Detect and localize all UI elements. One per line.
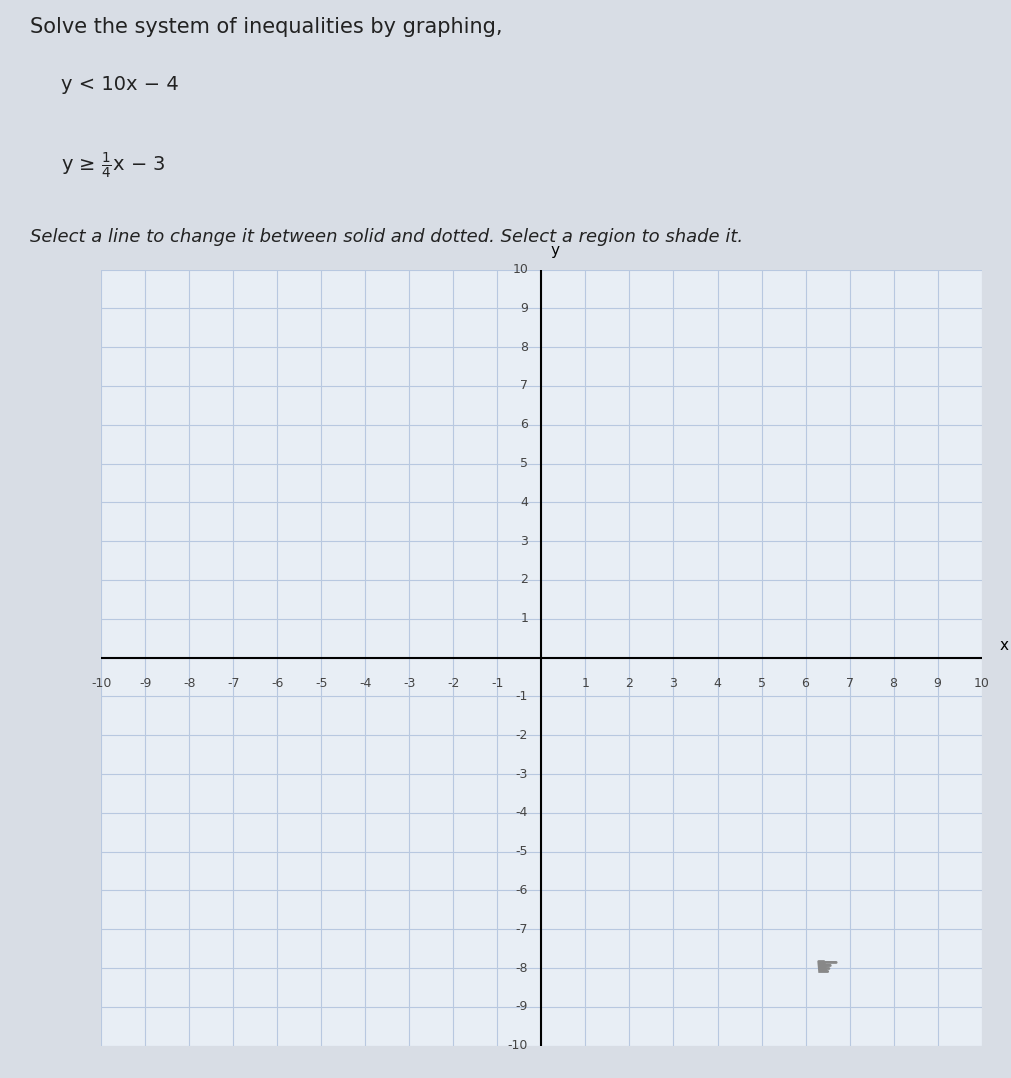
Text: -8: -8 bbox=[516, 962, 528, 975]
Text: 5: 5 bbox=[520, 457, 528, 470]
Text: -1: -1 bbox=[490, 677, 503, 690]
Text: -2: -2 bbox=[447, 677, 459, 690]
Text: -1: -1 bbox=[516, 690, 528, 703]
Text: 7: 7 bbox=[520, 379, 528, 392]
Text: 2: 2 bbox=[625, 677, 633, 690]
Text: 7: 7 bbox=[845, 677, 852, 690]
Text: ☛: ☛ bbox=[814, 954, 839, 982]
Text: -6: -6 bbox=[271, 677, 283, 690]
Text: 8: 8 bbox=[889, 677, 897, 690]
Text: 5: 5 bbox=[757, 677, 764, 690]
Text: -9: -9 bbox=[516, 1000, 528, 1013]
Text: -3: -3 bbox=[516, 768, 528, 780]
Text: -4: -4 bbox=[516, 806, 528, 819]
Text: -10: -10 bbox=[91, 677, 111, 690]
Text: 3: 3 bbox=[669, 677, 676, 690]
Text: 6: 6 bbox=[801, 677, 809, 690]
Text: -7: -7 bbox=[226, 677, 240, 690]
Text: 8: 8 bbox=[520, 341, 528, 354]
Text: y < 10x − 4: y < 10x − 4 bbox=[61, 75, 178, 95]
Text: Select a line to change it between solid and dotted. Select a region to shade it: Select a line to change it between solid… bbox=[30, 229, 743, 246]
Text: Solve the system of inequalities by graphing,: Solve the system of inequalities by grap… bbox=[30, 17, 502, 38]
Text: 10: 10 bbox=[973, 677, 989, 690]
Text: 6: 6 bbox=[520, 418, 528, 431]
Text: 4: 4 bbox=[713, 677, 721, 690]
Text: x: x bbox=[998, 638, 1007, 653]
Text: 1: 1 bbox=[581, 677, 588, 690]
Text: -4: -4 bbox=[359, 677, 371, 690]
Text: y: y bbox=[550, 243, 558, 258]
Text: -9: -9 bbox=[139, 677, 152, 690]
Text: 2: 2 bbox=[520, 573, 528, 586]
Text: 9: 9 bbox=[520, 302, 528, 315]
Text: -8: -8 bbox=[183, 677, 195, 690]
Text: y ≥ $\frac{1}{4}$x − 3: y ≥ $\frac{1}{4}$x − 3 bbox=[61, 151, 165, 181]
Text: 4: 4 bbox=[520, 496, 528, 509]
Text: 3: 3 bbox=[520, 535, 528, 548]
Text: 9: 9 bbox=[933, 677, 940, 690]
Text: 10: 10 bbox=[512, 263, 528, 276]
Text: -10: -10 bbox=[508, 1039, 528, 1052]
Text: -5: -5 bbox=[314, 677, 328, 690]
Text: -3: -3 bbox=[402, 677, 416, 690]
Text: -2: -2 bbox=[516, 729, 528, 742]
Text: 1: 1 bbox=[520, 612, 528, 625]
Text: -7: -7 bbox=[516, 923, 528, 936]
Text: -5: -5 bbox=[516, 845, 528, 858]
Text: -6: -6 bbox=[516, 884, 528, 897]
